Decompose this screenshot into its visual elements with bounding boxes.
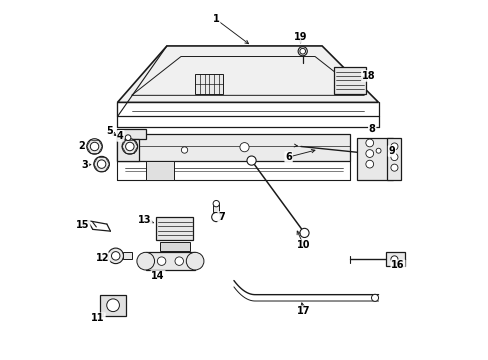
Polygon shape xyxy=(117,129,145,139)
Circle shape xyxy=(240,143,248,152)
Polygon shape xyxy=(145,252,195,270)
Circle shape xyxy=(181,147,187,153)
Circle shape xyxy=(137,252,154,270)
Circle shape xyxy=(157,257,165,265)
Polygon shape xyxy=(160,242,189,251)
Circle shape xyxy=(106,299,119,312)
Text: 6: 6 xyxy=(285,152,291,162)
Polygon shape xyxy=(117,139,139,161)
Text: 12: 12 xyxy=(96,253,109,263)
Circle shape xyxy=(122,139,137,154)
Text: 11: 11 xyxy=(91,313,104,323)
Polygon shape xyxy=(357,138,392,180)
Circle shape xyxy=(390,154,397,161)
Circle shape xyxy=(111,252,120,260)
Circle shape xyxy=(94,156,109,172)
Text: 9: 9 xyxy=(388,146,394,156)
Polygon shape xyxy=(117,134,349,161)
Text: 3: 3 xyxy=(81,160,88,170)
Circle shape xyxy=(375,148,380,153)
Circle shape xyxy=(213,201,219,207)
Circle shape xyxy=(390,256,397,263)
Circle shape xyxy=(365,139,373,147)
Circle shape xyxy=(298,47,306,56)
Text: 7: 7 xyxy=(218,212,224,222)
Circle shape xyxy=(299,48,305,54)
Text: 2: 2 xyxy=(78,141,85,152)
Polygon shape xyxy=(145,161,174,180)
Circle shape xyxy=(108,248,123,264)
Circle shape xyxy=(125,135,131,140)
Text: 15: 15 xyxy=(76,220,89,230)
Circle shape xyxy=(125,142,134,151)
Circle shape xyxy=(390,164,397,171)
Polygon shape xyxy=(100,294,126,316)
Text: 19: 19 xyxy=(293,32,306,42)
Circle shape xyxy=(246,156,256,165)
Polygon shape xyxy=(386,138,401,180)
Circle shape xyxy=(365,150,373,157)
Circle shape xyxy=(87,139,102,154)
Circle shape xyxy=(186,252,203,270)
Circle shape xyxy=(90,142,99,151)
Text: 18: 18 xyxy=(361,71,375,81)
Text: 4: 4 xyxy=(117,131,123,141)
Polygon shape xyxy=(334,67,366,94)
Circle shape xyxy=(390,143,397,150)
Text: 5: 5 xyxy=(106,126,113,136)
Polygon shape xyxy=(385,252,404,266)
Text: 1: 1 xyxy=(212,14,219,24)
Text: 8: 8 xyxy=(368,124,375,134)
Polygon shape xyxy=(123,252,132,259)
Circle shape xyxy=(211,212,221,222)
Polygon shape xyxy=(156,217,193,240)
Text: 13: 13 xyxy=(138,215,151,225)
Text: 17: 17 xyxy=(296,306,310,316)
Circle shape xyxy=(175,257,183,265)
Polygon shape xyxy=(117,46,378,102)
Circle shape xyxy=(97,160,105,168)
Circle shape xyxy=(371,294,378,301)
Polygon shape xyxy=(213,204,219,212)
Text: 10: 10 xyxy=(296,240,310,250)
Circle shape xyxy=(299,228,308,238)
Circle shape xyxy=(365,160,373,168)
Polygon shape xyxy=(195,74,223,94)
Text: 14: 14 xyxy=(151,271,164,281)
Text: 16: 16 xyxy=(390,260,404,270)
